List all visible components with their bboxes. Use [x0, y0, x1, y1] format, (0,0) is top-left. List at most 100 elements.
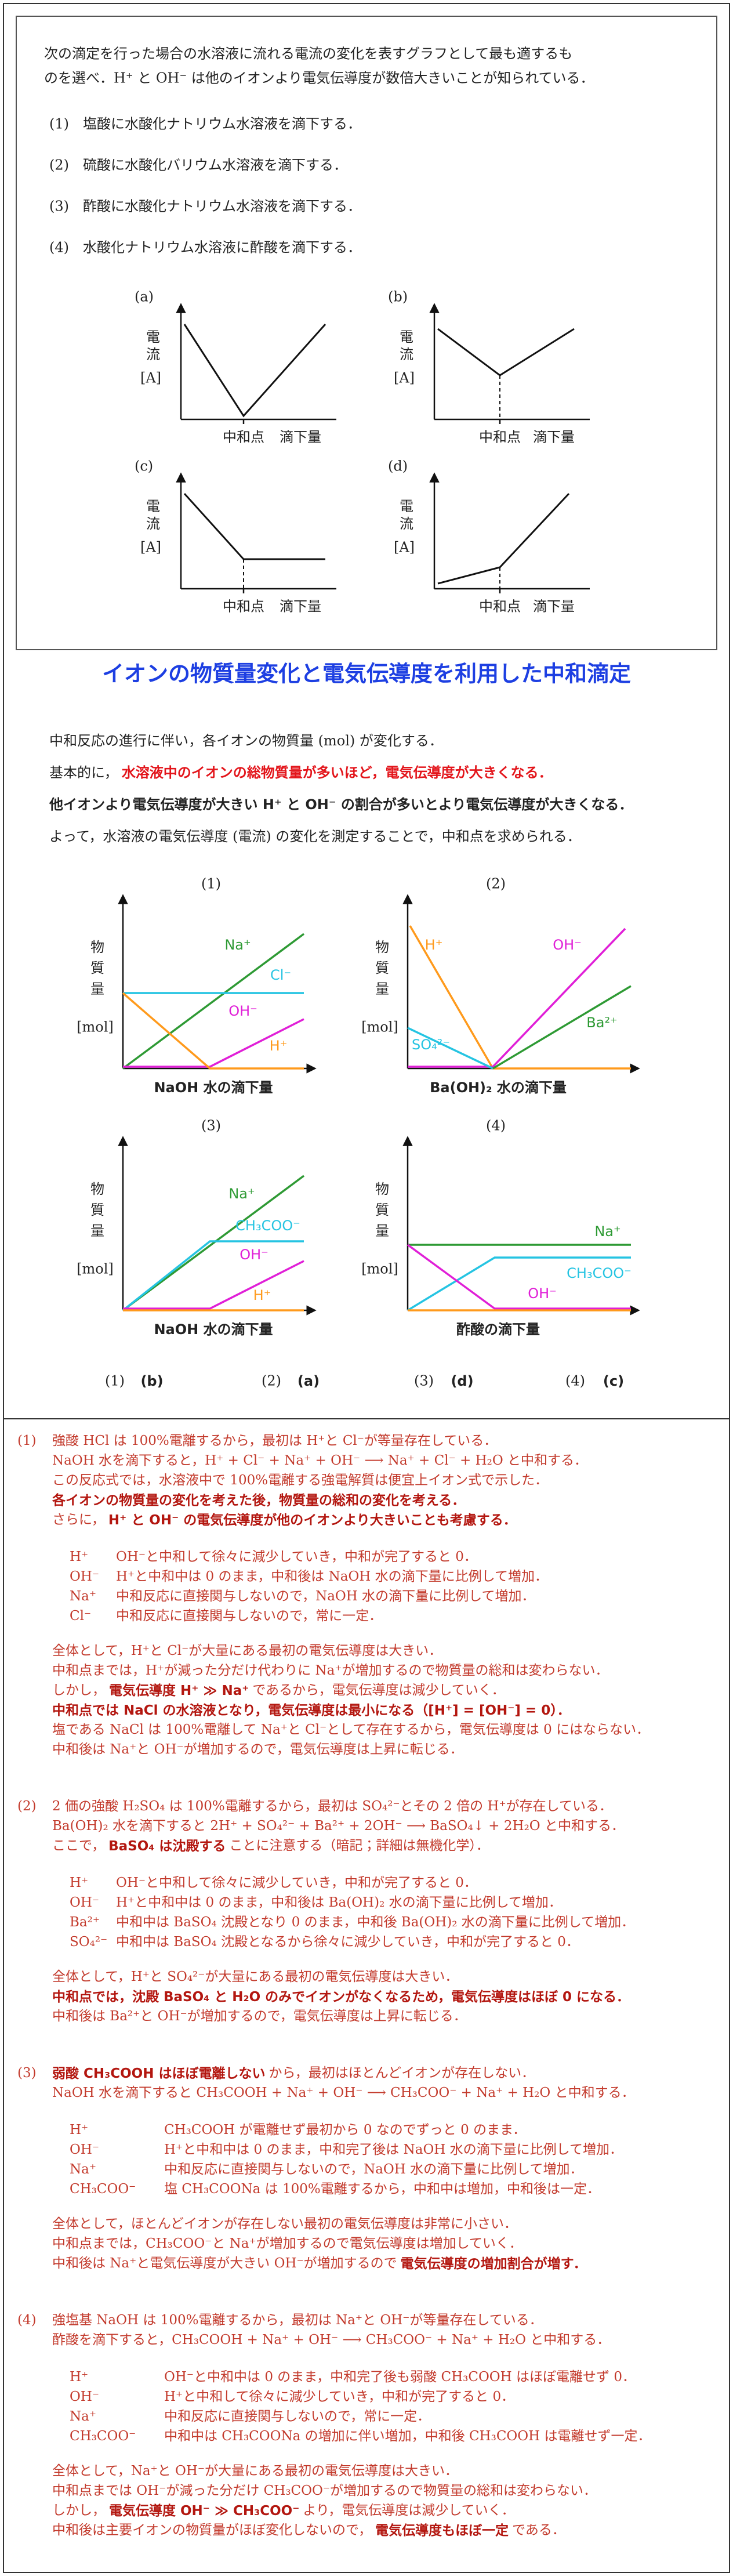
ion-name: CH₃COO⁻ — [70, 2429, 136, 2444]
ion-label: CH₃COO⁻ — [235, 1218, 300, 1234]
ion-line — [122, 1240, 304, 1311]
text-segment: しかし， — [52, 1683, 106, 1698]
x-axis-label: NaOH 水の滴下量 — [154, 1321, 273, 1338]
x-axis-label: 滴下量 — [533, 429, 575, 445]
y-axis-unit: [A] — [140, 370, 161, 386]
answer-choice: (a) — [297, 1373, 320, 1389]
ion-line — [407, 1027, 493, 1070]
ion-line — [122, 1175, 305, 1311]
summary-line: 全体として，H⁺と Cl⁻が大量にある最初の電気伝導度は大きい． — [52, 1643, 442, 1658]
y-axis-unit: [A] — [140, 539, 161, 556]
ion-behavior: H⁺と中和中は 0 のまま，中和後は NaOH 水の滴下量に比例して増加． — [116, 1569, 548, 1584]
text-segment: 中和点までは，CH₃COO⁻と Na⁺が増加するので電気伝導度は増加していく． — [52, 2236, 522, 2251]
neutral-label: 中和点 — [223, 429, 264, 445]
graph-label: (c) — [135, 458, 153, 474]
ion-label: OH⁻ — [240, 1247, 268, 1263]
x-axis-label: 滴下量 — [533, 599, 575, 615]
ion-label: Na⁺ — [224, 937, 251, 953]
explanation-line: 各イオンの物質量の変化を考えた後，物質量の総和の変化を考える． — [52, 1492, 465, 1508]
text-segment: 中和点では NaCl の水溶液となり，電気伝導度は最小になる（[H⁺] = [O… — [52, 1702, 571, 1718]
ion-label: Ba²⁺ — [586, 1015, 617, 1031]
ion-behavior: 中和中は BaSO₄ 沈殿となるから徐々に減少していき，中和が完了すると 0． — [116, 1934, 579, 1950]
current-curve — [183, 324, 326, 418]
x-axis-label: 滴下量 — [280, 429, 321, 445]
ion-behavior: 中和反応に直接関与しないので，NaOH 水の滴下量に比例して増加． — [164, 2162, 583, 2177]
ion-name: H⁺ — [70, 2122, 88, 2137]
text-segment: 中和点までは，H⁺が減った分だけ代わりに Na⁺が増加するので物質量の総和は変わ… — [52, 1663, 609, 1678]
summary-line: 全体として，ほとんどイオンが存在しない最初の電気伝導度は非常に小さい． — [52, 2216, 517, 2231]
text-segment: さらに， — [52, 1512, 105, 1527]
current-curve — [437, 492, 570, 585]
ion-behavior: 中和反応に直接関与しないので，常に一定． — [116, 1608, 382, 1624]
text-segment: 強酸 HCl は 100%電離するから，最初は H⁺と Cl⁻が等量存在している… — [52, 1433, 497, 1448]
ion-behavior: 中和反応に直接関与しないので，常に一定． — [164, 2409, 430, 2424]
answer-number: (4) — [565, 1373, 585, 1389]
ion-behavior: CH₃COOH が電離せず最初から 0 なのでずっと 0 のまま． — [164, 2122, 526, 2137]
section-number: (2) — [17, 1799, 37, 1814]
text-segment: 電気伝導度 H⁺ ≫ Na⁺ — [109, 1683, 249, 1698]
ion-behavior: H⁺と中和中は 0 のまま，中和後は Ba(OH)₂ 水の滴下量に比例して増加． — [116, 1895, 562, 1910]
answer-number: (2) — [262, 1373, 281, 1389]
summary-line: 中和後は主要イオンの物質量がほぼ変化しないので， 電気伝導度もほぼ一定 である． — [52, 2523, 565, 2538]
text-segment: 弱酸 CH₃COOH はほぼ電離しない — [52, 2066, 265, 2081]
y-axis-label: 電流 — [397, 499, 413, 534]
ion-behavior: 中和中は BaSO₄ 沈殿となり 0 のまま，中和後 Ba(OH)₂ 水の滴下量… — [116, 1915, 634, 1930]
x-axis-label: Ba(OH)₂ 水の滴下量 — [430, 1079, 567, 1096]
ion-name: OH⁻ — [70, 2389, 99, 2404]
explanation-line: Ba(OH)₂ 水を滴下すると 2H⁺ + SO₄²⁻ + Ba²⁺ + 2OH… — [52, 1818, 625, 1834]
ion-name: SO₄²⁻ — [70, 1934, 107, 1950]
ion-line — [123, 1260, 304, 1310]
ion-behavior: H⁺と中和中は 0 のまま，中和完了後は NaOH 水の滴下量に比例して増加． — [164, 2142, 623, 2157]
question-item: (4) 水酸化ナトリウム水溶液に酢酸を滴下する． — [49, 240, 361, 256]
ion-line — [123, 1018, 304, 1068]
text-segment: 全体として，H⁺と Cl⁻が大量にある最初の電気伝導度は大きい． — [52, 1643, 442, 1658]
question-item: (2) 硫酸に水酸化バリウム水溶液を滴下する． — [49, 157, 347, 173]
y-axis-unit: [mol] — [361, 1261, 398, 1277]
summary-line: 全体として，H⁺と SO₄²⁻が大量にある最初の電気伝導度は大きい． — [52, 1969, 458, 1984]
question-item: (3) 酢酸に水酸化ナトリウム水溶液を滴下する． — [49, 198, 361, 215]
panel-label: (3) — [201, 1118, 221, 1134]
x-axis-label: 滴下量 — [280, 599, 321, 615]
ion-name: H⁺ — [70, 2370, 88, 2385]
text-segment: NaOH 水を滴下すると，H⁺ + Cl⁻ + Na⁺ + OH⁻ ⟶ Na⁺ … — [52, 1453, 587, 1468]
ion-name: Na⁺ — [70, 1589, 96, 1604]
text-segment: 全体として，Na⁺と OH⁻が大量にある最初の電気伝導度は大きい． — [52, 2463, 458, 2479]
ion-name: OH⁻ — [70, 2142, 99, 2157]
ion-behavior: OH⁻と中和して徐々に減少していき，中和が完了すると 0． — [116, 1875, 477, 1890]
y-axis-unit: [mol] — [77, 1019, 114, 1035]
text-segment: 中和点では，沈殿 BaSO₄ と H₂O のみでイオンがなくなるため，電気伝導度… — [52, 1989, 630, 2005]
text-segment: より，電気伝導度は減少していく． — [303, 2503, 514, 2518]
ion-line — [492, 985, 632, 1070]
text-segment: 塩である NaCl は 100%電離して Na⁺と Cl⁻として存在するから，電… — [52, 1722, 649, 1737]
text-segment: 2 価の強酸 H₂SO₄ は 100%電離するから，最初は SO₄²⁻とその 2… — [52, 1799, 612, 1814]
question-box — [16, 16, 717, 650]
ion-label: OH⁻ — [228, 1003, 257, 1019]
ion-label: OH⁻ — [553, 937, 582, 953]
section-number: (3) — [17, 2066, 37, 2081]
question-text: 次の滴定を行った場合の水溶液に流れる電流の変化を表すグラフとして最も適するも — [44, 46, 572, 62]
ion-label: H⁺ — [425, 937, 443, 953]
summary-line: 中和後は Ba²⁺と OH⁻が増加するので，電気伝導度は上昇に転じる． — [52, 2009, 467, 2024]
neutral-label: 中和点 — [223, 599, 264, 615]
text-segment: であるから，電気伝導度は減少していく． — [252, 1683, 505, 1698]
graph-label: (a) — [135, 289, 154, 305]
answer-number: (3) — [414, 1373, 434, 1389]
text-segment: よって，水溶液の電気伝導度 (電流) の変化を測定することで，中和点を求められる… — [49, 828, 581, 845]
text-segment: ここで， — [52, 1838, 105, 1853]
explanation-line: 弱酸 CH₃COOH はほぼ電離しない から，最初はほとんどイオンが存在しない． — [52, 2066, 535, 2081]
y-axis-label: 物質量 — [373, 1182, 389, 1244]
current-curve — [437, 328, 575, 376]
neutral-label: 中和点 — [479, 429, 521, 445]
ion-label: Na⁺ — [594, 1223, 620, 1240]
summary-line: 中和点までは，CH₃COO⁻と Na⁺が増加するので電気伝導度は増加していく． — [52, 2236, 522, 2251]
text-segment: 電気伝導度もほぼ一定 — [375, 2523, 509, 2538]
ion-behavior: OH⁻と中和して徐々に減少していき，中和が完了すると 0． — [116, 1549, 477, 1564]
panel-label: (1) — [201, 876, 221, 892]
ion-behavior: 中和反応に直接関与しないので，NaOH 水の滴下量に比例して増加． — [116, 1589, 535, 1604]
explanation-line: 2 価の強酸 H₂SO₄ は 100%電離するから，最初は SO₄²⁻とその 2… — [52, 1799, 612, 1814]
text-segment: から，最初はほとんどイオンが存在しない． — [268, 2066, 535, 2081]
explanation-line: NaOH 水を滴下すると CH₃COOH + Na⁺ + OH⁻ ⟶ CH₃CO… — [52, 2085, 635, 2100]
panel-label: (4) — [486, 1118, 506, 1134]
ion-label: SO₄²⁻ — [412, 1037, 450, 1053]
